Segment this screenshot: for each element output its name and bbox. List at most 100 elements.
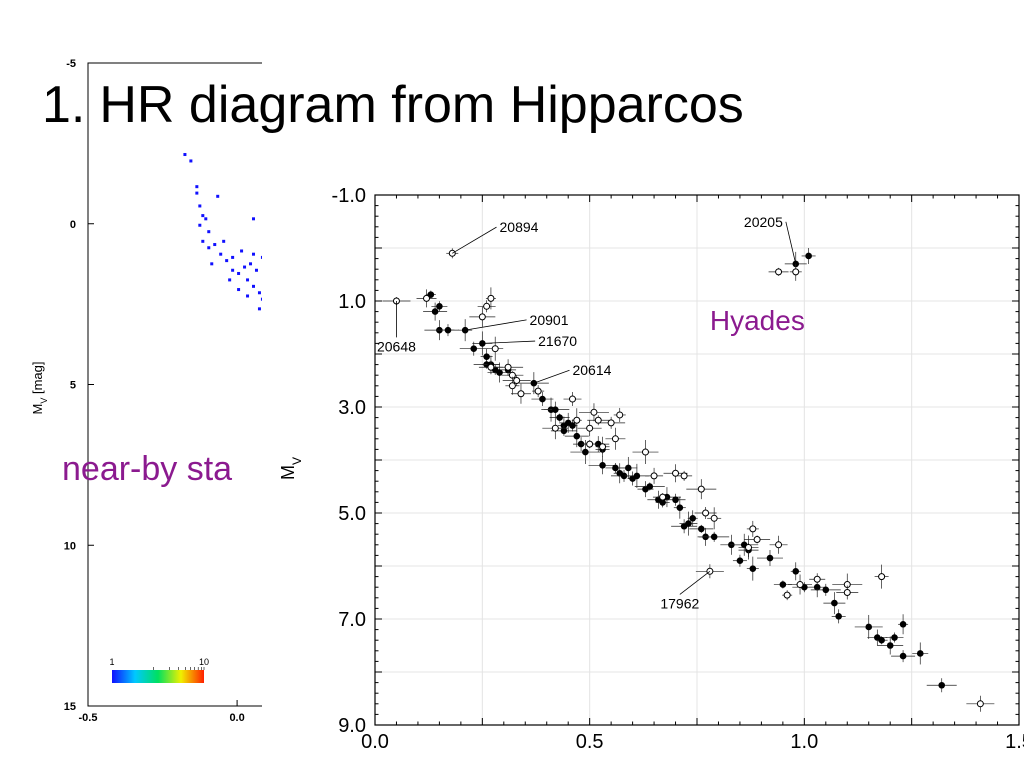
star-id-label: 20901 — [530, 312, 569, 328]
heatmap-cell — [219, 252, 223, 256]
star-id-label: 20648 — [377, 338, 416, 354]
data-point-open — [783, 591, 791, 599]
data-point-open — [616, 411, 624, 419]
star-id-label: 17962 — [660, 595, 699, 611]
data-point-filled — [646, 483, 654, 490]
x-tick-label: 0.5 — [576, 731, 604, 753]
data-point-filled — [483, 353, 490, 360]
data-point-filled — [685, 520, 692, 527]
data-point-open — [878, 573, 886, 581]
heatmap-cell — [210, 262, 214, 266]
data-point-filled — [577, 440, 585, 448]
heatmap-x-tick-label: 0.0 — [229, 712, 244, 724]
star-id-label: 21670 — [538, 333, 577, 349]
data-point-filled — [779, 581, 787, 588]
nearby-stars-caption: near-by sta — [62, 450, 233, 488]
y-tick-label: 3.0 — [338, 397, 366, 419]
data-point-open — [976, 700, 984, 708]
data-point-filled — [938, 681, 946, 689]
heatmap-y-tick-label: 10 — [64, 540, 76, 552]
data-point-filled — [813, 583, 821, 591]
heatmap-y-tick-label: -5 — [66, 58, 76, 70]
heatmap-cell — [237, 288, 241, 292]
leader-line — [482, 340, 536, 344]
data-point-filled — [899, 621, 907, 628]
heatmap-cell — [195, 185, 199, 189]
data-point-open — [650, 472, 658, 480]
heatmap-cell — [195, 191, 199, 195]
data-point-filled — [878, 636, 885, 644]
data-point-filled — [436, 303, 443, 310]
data-point-filled — [792, 568, 800, 575]
heatmap-y-axis-label: MV [mag] — [30, 362, 49, 415]
data-point-filled — [835, 613, 842, 620]
data-point-open — [513, 377, 521, 384]
data-point-filled — [899, 652, 907, 660]
heatmap-cell — [246, 278, 250, 282]
heatmap-cell — [260, 255, 262, 259]
title-text: HR diagram from Hipparcos — [99, 76, 744, 134]
heatmap-cell — [222, 239, 226, 243]
data-point-filled — [710, 533, 718, 541]
heatmap-y-tick-label: 5 — [70, 380, 76, 392]
slide-title: 1. HR diagram from Hipparcos — [42, 75, 744, 135]
data-point-filled — [676, 504, 684, 512]
data-point-open — [590, 408, 598, 416]
heatmap-cell — [257, 307, 261, 311]
data-point-open — [659, 493, 667, 501]
data-point-filled — [659, 499, 666, 506]
y-tick-label: 7.0 — [338, 609, 366, 631]
data-point-open — [504, 363, 512, 371]
leader-line — [452, 226, 497, 254]
hyades-hr-plot: -1.0 1.0 3.0 5.0 7.0 9.00.0 0.5 1.0 1.5 MV 20894 20… — [262, 165, 1024, 768]
heatmap-cell — [257, 291, 261, 295]
x-tick-label: 1.5 — [1005, 731, 1024, 753]
heatmap-cell — [213, 243, 217, 247]
heatmap-cell — [225, 259, 229, 263]
data-point-open — [487, 363, 495, 371]
data-point-filled — [697, 525, 705, 533]
data-point-open — [599, 443, 607, 451]
x-tick-label: 0.0 — [361, 731, 389, 753]
data-point-filled — [539, 395, 546, 403]
data-point-open — [423, 294, 431, 302]
data-point-open — [487, 294, 495, 302]
heatmap-x-tick-label: -0.5 — [79, 712, 98, 724]
data-point-filled — [560, 427, 568, 435]
y-tick-label: -1.0 — [332, 185, 366, 207]
data-point-filled — [766, 554, 774, 562]
heatmap-cell — [189, 159, 193, 163]
leader-line — [785, 221, 797, 264]
data-point-open — [749, 525, 757, 533]
heatmap-cell — [243, 265, 247, 269]
heatmap-cell — [240, 249, 244, 253]
heatmap-cell — [252, 217, 255, 221]
data-point-filled — [672, 496, 679, 504]
data-point-open — [813, 575, 821, 583]
data-point-filled — [582, 448, 589, 456]
heatmap-cell — [204, 217, 208, 221]
leader-line — [533, 369, 570, 384]
data-point-open — [551, 424, 559, 432]
data-point-filled — [470, 345, 478, 352]
data-point-filled — [573, 432, 581, 440]
data-point-filled — [431, 308, 439, 315]
data-point-open — [491, 345, 499, 353]
data-point-open — [478, 313, 486, 321]
y-tick-label: 1.0 — [338, 291, 366, 313]
star-id-label: 20894 — [500, 219, 539, 235]
data-point-filled — [831, 599, 838, 607]
heatmap-cell — [249, 262, 253, 266]
leader-line — [465, 319, 527, 331]
data-point-open — [745, 543, 753, 551]
data-point-filled — [891, 634, 898, 641]
heatmap-cell — [198, 204, 202, 208]
heatmap-cell — [254, 268, 258, 272]
data-point-filled — [805, 252, 812, 260]
data-point-filled — [612, 464, 619, 472]
y-tick-label: 5.0 — [338, 503, 366, 525]
star-id-label: 20614 — [572, 362, 611, 378]
heatmap-cell — [246, 294, 250, 298]
data-point-open — [508, 382, 516, 390]
data-point-filled — [599, 462, 606, 469]
